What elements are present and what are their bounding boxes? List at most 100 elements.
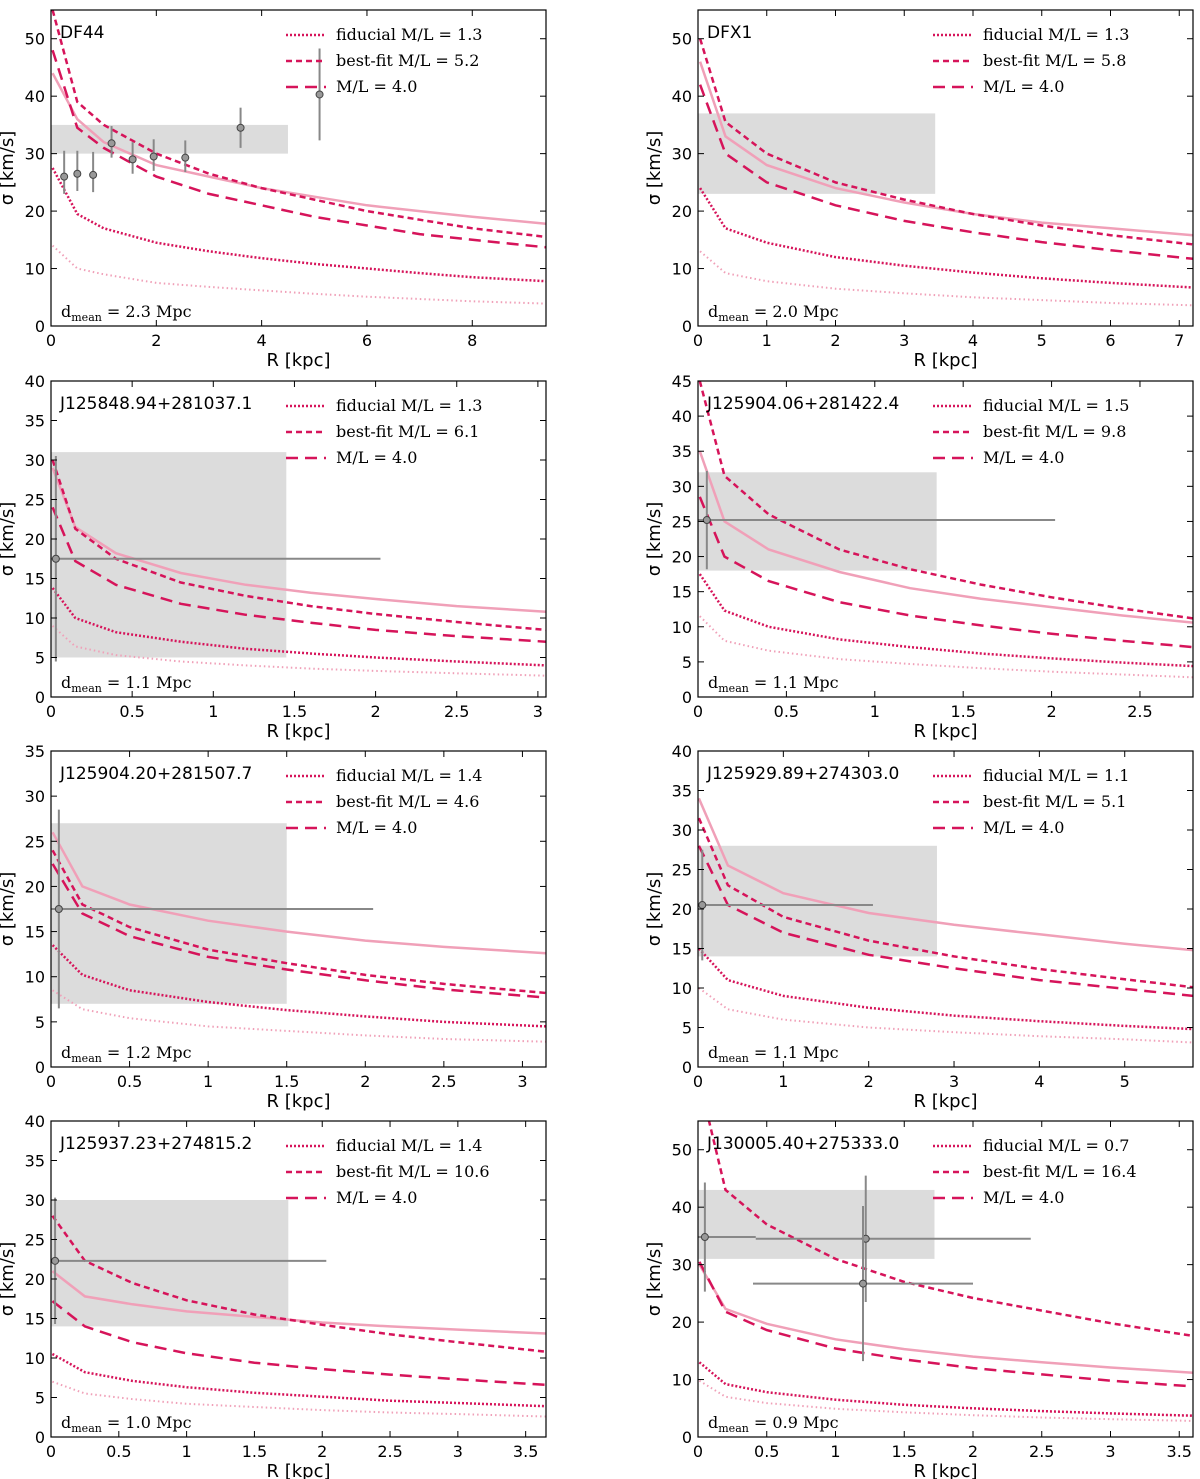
fiducial-curve (51, 1352, 546, 1408)
data-point (51, 456, 381, 662)
plot-area (698, 797, 1193, 1044)
dmean-label: dmean = 2.0 Mpc (708, 302, 839, 324)
x-tick-label: 0 (46, 1072, 56, 1091)
data-point (51, 809, 374, 1009)
dmean-symbol: d (708, 1043, 718, 1062)
data-point (73, 150, 82, 191)
x-tick-label: 1 (182, 1442, 192, 1461)
plot-area (51, 452, 546, 677)
point-marker (73, 169, 82, 178)
y-tick-label: 0 (682, 1058, 692, 1077)
point-marker (315, 90, 324, 99)
point-marker (702, 516, 711, 525)
data-point (149, 139, 158, 171)
x-tick-label: 1.5 (242, 1442, 267, 1461)
y-tick-label: 20 (672, 202, 692, 221)
y-tick-label: 30 (25, 145, 45, 164)
x-tick-label: 8 (467, 331, 477, 350)
y-tick-label: 0 (682, 317, 692, 336)
y-tick-label: 50 (672, 1141, 692, 1160)
dmean-subscript: mean (718, 311, 749, 324)
x-tick-label: 2.5 (431, 1072, 456, 1091)
panel-title: J125904.06+281422.4 (706, 394, 899, 414)
y-tick-label: 15 (672, 583, 692, 602)
y-tick-label: 40 (672, 1198, 692, 1217)
sigma-range-box (51, 1200, 289, 1327)
faint-solid-curve (51, 831, 546, 955)
dmean-symbol: d (708, 302, 718, 321)
legend-label: best-fit M/L = 5.1 (983, 792, 1126, 811)
y-tick-label: 15 (25, 923, 45, 942)
ml40-curve (698, 845, 1193, 998)
y-tick-label: 25 (672, 512, 692, 531)
y-tick-label: 0 (35, 688, 45, 707)
x-axis-label: R [kpc] (913, 721, 977, 742)
data-point (128, 142, 137, 174)
bestfit-curve (51, 10, 546, 239)
y-tick-label: 30 (672, 145, 692, 164)
legend-label: best-fit M/L = 16.4 (983, 1162, 1137, 1181)
dmean-value: = 0.9 Mpc (749, 1413, 839, 1432)
x-tick-label: 1 (208, 702, 218, 721)
point-marker (60, 172, 69, 181)
sigma-range-box (698, 472, 937, 571)
dmean-label: dmean = 0.9 Mpc (708, 1413, 839, 1435)
point-marker (236, 123, 245, 132)
y-tick-label: 35 (672, 782, 692, 801)
data-point (753, 1206, 973, 1362)
dmean-subscript: mean (718, 682, 749, 695)
ml40-curve (51, 863, 546, 999)
dmean-subscript: mean (71, 1052, 102, 1065)
dmean-subscript: mean (71, 682, 102, 695)
x-tick-label: 2 (1046, 702, 1056, 721)
x-tick-label: 5 (1120, 1072, 1130, 1091)
y-tick-label: 5 (682, 1019, 692, 1038)
x-tick-label: 0.5 (119, 702, 144, 721)
x-tick-label: 0 (693, 331, 703, 350)
data-point (315, 48, 324, 141)
x-tick-label: 3 (453, 1442, 463, 1461)
data-point (60, 150, 69, 194)
data-point (89, 151, 98, 193)
x-axis-label: R [kpc] (913, 1091, 977, 1112)
x-tick-label: 3 (899, 331, 909, 350)
panel-4: 0 0.5 1 1.5 2 2.5 0 5 10 15 20 25 30 35 40 45 R [kpc] σ [… (644, 372, 1194, 742)
x-tick-label: 1 (762, 331, 772, 350)
plot-area (698, 38, 1193, 307)
x-tick-label: 2.5 (377, 1442, 402, 1461)
panel-title: DF44 (60, 23, 105, 43)
x-tick-label: 4 (257, 331, 267, 350)
x-axis-label: R [kpc] (913, 350, 977, 371)
y-tick-label: 25 (672, 861, 692, 880)
y-tick-label: 25 (25, 1231, 45, 1250)
y-tick-label: 20 (25, 530, 45, 549)
legend-label: M/L = 4.0 (983, 1188, 1064, 1207)
y-axis-label: σ [km/s] (644, 872, 665, 947)
x-tick-label: 0 (46, 331, 56, 350)
x-tick-label: 2 (151, 331, 161, 350)
x-axis-label: R [kpc] (913, 1461, 977, 1479)
y-tick-label: 25 (25, 832, 45, 851)
x-tick-label: 3.5 (1167, 1442, 1192, 1461)
x-tick-label: 0 (693, 702, 703, 721)
y-tick-label: 35 (25, 412, 45, 431)
panel-title: J125929.89+274303.0 (706, 764, 899, 784)
ml40-curve (51, 506, 546, 643)
legend-label: best-fit M/L = 4.6 (336, 792, 479, 811)
x-tick-label: 3 (533, 702, 543, 721)
x-axis-label: R [kpc] (266, 721, 330, 742)
x-tick-label: 4 (968, 331, 978, 350)
y-tick-label: 0 (682, 688, 692, 707)
y-axis-label: σ [km/s] (644, 131, 665, 206)
data-point (698, 470, 1056, 570)
legend-label: fiducial M/L = 1.1 (983, 766, 1129, 785)
fiducial-curve (699, 187, 1193, 289)
legend-label: M/L = 4.0 (983, 448, 1064, 467)
dmean-subscript: mean (718, 1052, 749, 1065)
x-tick-label: 3 (517, 1072, 527, 1091)
y-tick-label: 45 (672, 372, 692, 391)
y-tick-label: 50 (25, 30, 45, 49)
y-tick-label: 20 (672, 548, 692, 567)
x-tick-label: 2 (370, 702, 380, 721)
